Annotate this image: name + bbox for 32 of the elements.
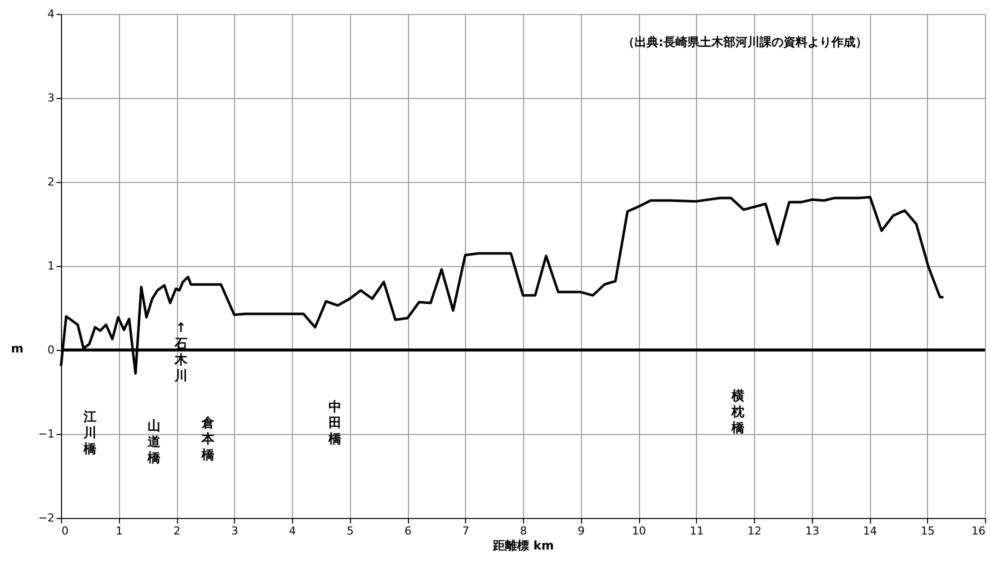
- y-axis-title: m: [10, 342, 24, 356]
- x-tick-label: 9: [578, 524, 585, 538]
- x-tick-label: 10: [632, 524, 646, 538]
- y-tick-label: 0: [48, 344, 54, 356]
- annotation: 山道橋: [146, 419, 162, 466]
- x-tick-label: 7: [462, 524, 470, 538]
- y-tick-label: 4: [48, 8, 54, 20]
- x-tick-label: 11: [690, 524, 704, 538]
- annotation: 倉本橋: [200, 416, 216, 463]
- x-tick-label: 5: [346, 524, 354, 538]
- y-tick-label: 1: [48, 260, 54, 272]
- x-tick-label: 3: [231, 524, 238, 538]
- x-tick-label: 1: [116, 524, 123, 538]
- annotation: 江川橋: [82, 410, 98, 457]
- x-tick-label: 0: [62, 524, 68, 538]
- annotation: 中田橋: [328, 400, 342, 447]
- x-tick-label: 12: [748, 524, 762, 538]
- y-tick-label: 2: [48, 176, 54, 188]
- x-tick-label: 14: [863, 524, 877, 538]
- annotation: 横枕橋: [730, 389, 746, 436]
- x-tick-label: 16: [972, 524, 986, 538]
- x-tick-label: 4: [289, 524, 296, 538]
- x-tick-label: 6: [404, 524, 412, 538]
- y-tick-label: 3: [48, 92, 54, 104]
- x-tick-label: 2: [174, 524, 180, 538]
- y-tick-label: −2: [38, 512, 54, 524]
- x-axis-title: 距離標 km: [492, 538, 554, 552]
- y-tick-label: −1: [38, 428, 54, 440]
- annotation: （出典:長崎県土木部河川課の資料より作成）: [622, 35, 868, 49]
- x-tick-label: 13: [805, 524, 820, 538]
- x-tick-label: 15: [920, 524, 935, 538]
- x-tick-label: 8: [520, 524, 527, 538]
